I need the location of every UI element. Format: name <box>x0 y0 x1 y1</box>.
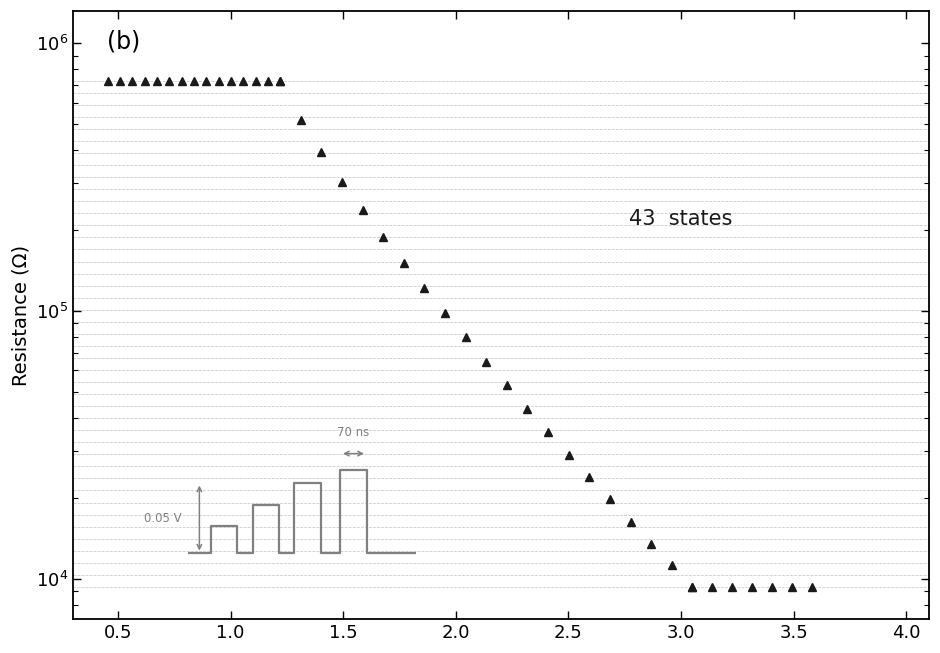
Y-axis label: Resistance (Ω): Resistance (Ω) <box>11 244 30 386</box>
Text: (b): (b) <box>107 29 140 54</box>
Text: 43  states: 43 states <box>630 210 733 229</box>
